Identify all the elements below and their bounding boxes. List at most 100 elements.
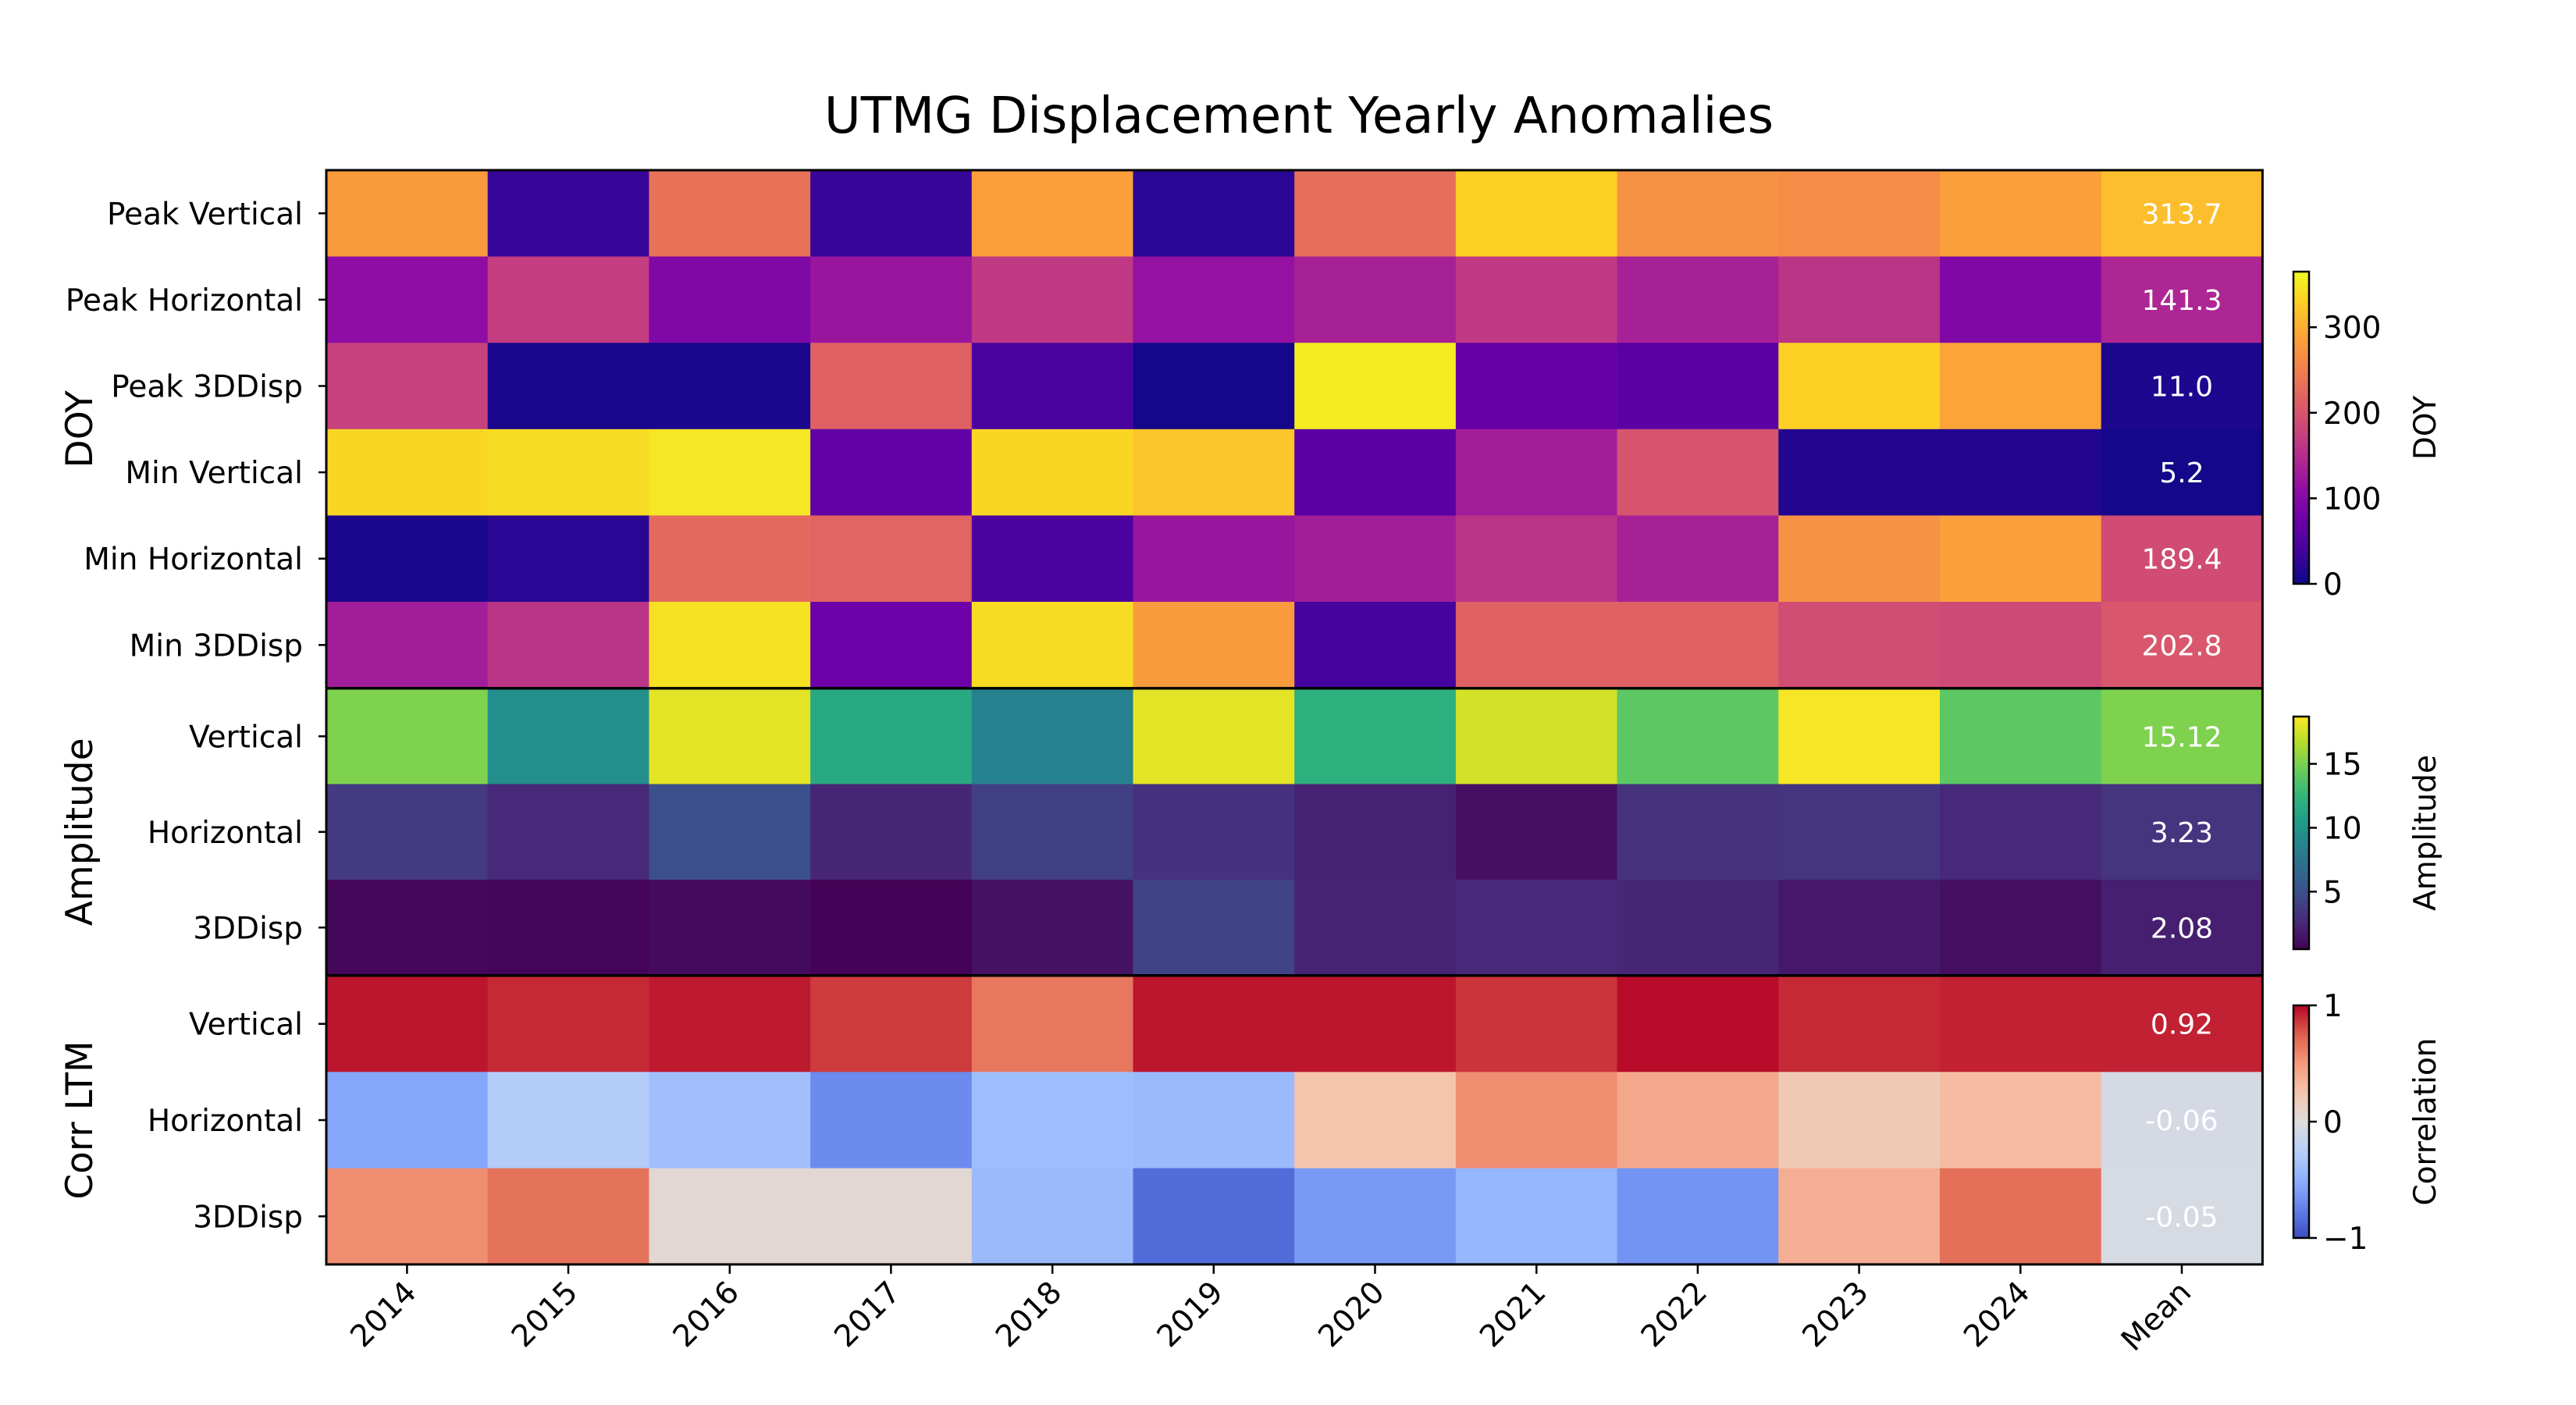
heatmap-cell [2101,170,2263,258]
x-tick-label: 2016 [667,1275,746,1354]
heatmap-cell [649,1072,811,1169]
heatmap-cell [326,688,489,785]
row-label: Horizontal [148,1104,303,1139]
heatmap-cell [1617,784,1779,880]
heatmap-cell [1778,429,1941,516]
x-axis: 2014 2015 2016 2017 2018 2019 2020 2021 2022 2023… [343,1264,2198,1358]
heatmap-cell [1778,256,1941,343]
heatmap-cell [1133,880,1295,976]
heatmap-cell [1294,688,1457,785]
heatmap-cell [1455,515,1618,603]
mean-label: 3.23 [2151,817,2213,849]
mean-label: 141.3 [2141,285,2222,317]
heatmap-cell [487,880,649,976]
heatmap-cell [649,515,811,603]
heatmap-cell [1133,1168,1295,1265]
heatmap-cell [1133,784,1295,880]
heatmap-cell [649,256,811,343]
heatmap-cell [1617,976,1779,1072]
heatmap-cell [1778,688,1941,785]
heatmap-cell [649,784,811,880]
heatmap-cell [2101,1168,2263,1265]
mean-label: 5.2 [2159,457,2204,489]
heatmap-cell [1294,602,1457,689]
heatmap-cell [810,602,973,689]
heatmap-cell [1617,515,1779,603]
heatmap-cell [1455,1072,1618,1169]
colorbar-tick-label: 5 [2323,875,2343,910]
panel-ylabel: Corr LTM [59,1040,101,1199]
row-label: Horizontal [148,816,303,851]
heatmap-cell [1940,784,2102,880]
heatmap-cell [1778,170,1941,258]
row-label: Peak Vertical [107,197,303,232]
heatmap-cell [1133,170,1295,258]
heatmap-cell [326,256,489,343]
heatmap-cell [810,880,973,976]
heatmap-cell [1940,976,2102,1072]
mean-label: 11.0 [2151,372,2213,404]
heatmap-cell [487,602,649,689]
heatmap-cell [326,429,489,516]
heatmap-cell [1133,1072,1295,1169]
heatmap-cell [971,976,1134,1072]
heatmap-cell [810,256,973,343]
heatmap-cell [1940,170,2102,258]
heatmap-cell [1617,602,1779,689]
x-tick-label: 2024 [1957,1275,2037,1354]
mean-label: 202.8 [2141,630,2222,662]
heatmap-cell [649,343,811,430]
colorbars: 0 100 200 300 DOY 5 10 15 Amplitude −1 0 1 Correlati… [2292,270,2443,1257]
heatmap-cell [649,170,811,258]
heatmap-cell [1294,343,1457,430]
colorbar-tick-label: 15 [2323,748,2362,783]
heatmap-cell [1940,1168,2102,1265]
heatmap-cell [810,170,973,258]
panel-frame [325,974,2264,1266]
heatmap-cell [971,880,1134,976]
panel-ylabel: Amplitude [59,738,101,926]
colorbar-tick-label: 300 [2323,311,2381,346]
heatmap-cell [1133,976,1295,1072]
heatmap-cell [1455,880,1618,976]
heatmap-cell [810,429,973,516]
mean-label: -0.06 [2145,1105,2218,1137]
mean-label: 0.92 [2151,1009,2213,1041]
heatmap-cell [1294,256,1457,343]
mean-label: 15.12 [2141,721,2222,753]
heatmap-cell [1294,170,1457,258]
heatmap-cell [1455,256,1618,343]
heatmap-cell [971,1168,1134,1265]
heatmap-cell [487,515,649,603]
heatmap-cell [1617,256,1779,343]
heatmap-cell [1617,429,1779,516]
heatmap-cell [1778,880,1941,976]
heatmap-cell [1455,429,1618,516]
heatmap-cell [810,515,973,603]
panel-0: Peak Vertical 313.7 Peak Horizontal 141.3 Pe… [59,169,2264,690]
row-label: 3DDisp [193,1200,303,1235]
heatmap-cell [326,1072,489,1169]
heatmap-cell [2101,880,2263,976]
chart-title: UTMG Displacement Yearly Anomalies [824,87,1774,145]
heatmap-cell [1294,1168,1457,1265]
heatmap-cell [810,1168,973,1265]
heatmap-cell [1294,784,1457,880]
heatmap-cell [1455,343,1618,430]
colorbar-1: 5 10 15 Amplitude [2292,715,2443,951]
heatmap-cell [810,1072,973,1169]
heatmap-cell [487,256,649,343]
heatmap-cell [649,976,811,1072]
mean-label: 313.7 [2141,198,2222,230]
heatmap-cell [1940,429,2102,516]
colorbar-label: Correlation [2408,1037,2443,1205]
heatmap-cell [1940,688,2102,785]
heatmap-cell [971,602,1134,689]
heatmap-cell [326,515,489,603]
heatmap-cell [487,170,649,258]
heatmap-cell [1133,256,1295,343]
heatmap-cell [326,880,489,976]
heatmap-cell [487,1072,649,1169]
heatmap-cell [1940,515,2102,603]
x-tick-label: 2019 [1151,1275,1230,1354]
